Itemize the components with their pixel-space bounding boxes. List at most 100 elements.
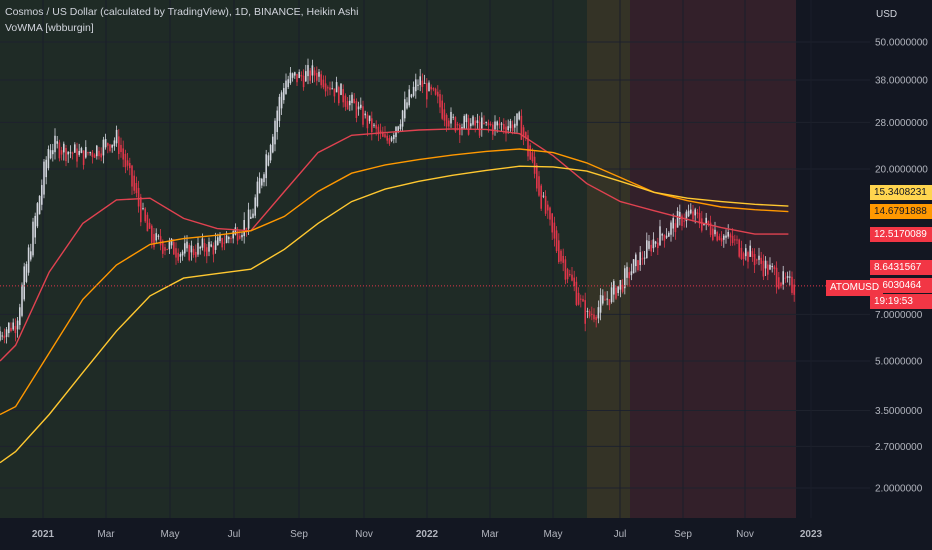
candle-up (481, 117, 483, 129)
candle-up (463, 116, 465, 129)
candle-up (96, 145, 98, 157)
candle-down (166, 248, 168, 250)
time-tick-label: Mar (481, 529, 499, 540)
candle-down (296, 73, 298, 83)
candle-up (19, 307, 21, 325)
candle-down (520, 115, 523, 140)
candle-up (597, 307, 600, 319)
candle-up (687, 210, 690, 217)
candle-up (307, 65, 309, 77)
candle-up (509, 121, 512, 129)
zone-neutral (587, 0, 630, 518)
price-tick-label: 2.0000000 (875, 484, 923, 495)
candle-up (786, 276, 789, 278)
symbol-tag[interactable]: ATOMUSD (826, 280, 884, 296)
candle-up (265, 154, 267, 179)
candle-up (417, 84, 419, 86)
candle-up (452, 116, 454, 118)
candle-up (115, 129, 118, 144)
candle-down (122, 148, 124, 160)
candle-down (175, 248, 177, 258)
candle-down (126, 160, 129, 166)
candle-up (676, 211, 679, 228)
candle-down (604, 299, 606, 301)
currency-label[interactable]: USD (876, 9, 898, 20)
candle-up (613, 281, 615, 295)
candle-up (155, 233, 157, 241)
candle-down (322, 79, 325, 88)
candle-up (274, 120, 276, 145)
candle-down (549, 207, 551, 220)
candle-up (23, 266, 25, 300)
candle-down (731, 235, 734, 243)
price-axis[interactable]: 50.0000000 38.0000000 28.0000000 20.0000000… (870, 0, 932, 550)
candle-down (162, 240, 164, 254)
candle-up (423, 82, 426, 84)
time-tick-label: Sep (290, 529, 308, 540)
time-axis[interactable]: 2021 Mar May Jul Sep Nov 2022 Mar May Jul Sep Nov 20… (0, 518, 932, 550)
candle-up (500, 123, 503, 125)
candle-up (789, 276, 791, 278)
candle-up (496, 121, 498, 126)
candle-down (366, 114, 369, 129)
candle-down (709, 222, 712, 235)
candle-up (769, 264, 771, 270)
candle-up (142, 208, 144, 210)
grid-layer (0, 0, 870, 518)
candle-up (208, 241, 210, 252)
candle-down (584, 300, 586, 324)
candle-up (643, 257, 646, 259)
candle-up (745, 248, 747, 257)
candle-up (241, 234, 243, 238)
candle-down (426, 83, 428, 100)
candle-up (272, 136, 274, 153)
candle-up (723, 235, 725, 240)
candle-down (91, 152, 94, 157)
candle-up (170, 238, 173, 246)
candle-down (14, 325, 17, 334)
candle-down (375, 124, 377, 129)
candle-down (681, 215, 683, 227)
candle-down (538, 176, 540, 196)
candle-up (67, 151, 69, 155)
candle-up (287, 79, 289, 88)
candle-down (483, 122, 485, 124)
candle-up (289, 72, 292, 84)
candle-up (269, 144, 272, 161)
candle-up (283, 88, 285, 101)
candle-up (225, 235, 228, 243)
candle-down (382, 131, 384, 137)
candle-up (52, 150, 54, 155)
candle-up (74, 144, 76, 153)
candle-down (353, 98, 355, 104)
candle-down (698, 213, 701, 224)
candle-down (492, 124, 494, 135)
legend-title[interactable]: Cosmos / US Dollar (calculated by Tradin… (5, 6, 359, 18)
candle-up (646, 240, 648, 259)
time-tick-label: Nov (355, 529, 373, 540)
candle-up (632, 259, 635, 274)
candle-up (659, 226, 661, 246)
time-tick-label: Sep (674, 529, 692, 540)
candle-down (582, 298, 584, 302)
candle-up (181, 251, 184, 256)
candle-down (177, 252, 179, 261)
candle-up (419, 76, 421, 86)
candle-down (525, 132, 527, 139)
candle-up (252, 213, 254, 218)
candle-down (327, 87, 329, 89)
candle-up (661, 234, 663, 236)
candle-up (507, 126, 509, 131)
candle-up (45, 159, 47, 178)
candle-down (236, 230, 239, 241)
candle-down (522, 127, 525, 137)
candle-down (151, 225, 153, 243)
candle-up (197, 242, 199, 255)
candle-down (329, 87, 331, 90)
legend-indicator[interactable]: VoWMA [wbburgin] (5, 22, 94, 34)
candle-up (635, 254, 637, 267)
candle-up (410, 94, 413, 98)
candle-down (82, 150, 85, 165)
